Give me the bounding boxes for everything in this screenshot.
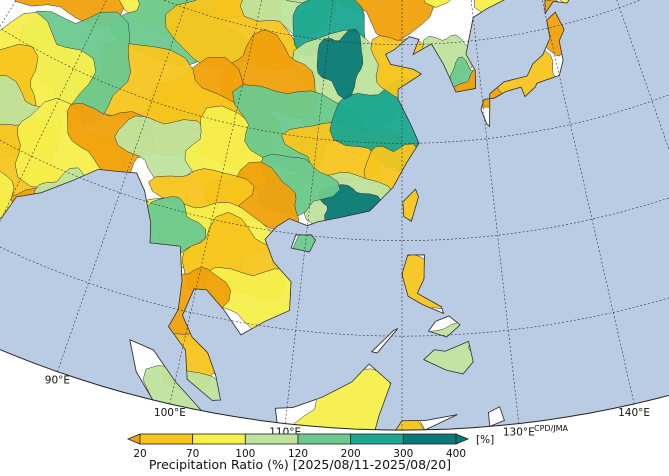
longitude-label-bottom: 140°E xyxy=(618,407,650,419)
legend-tick-label: 300 xyxy=(393,448,413,460)
legend-tick-label: 120 xyxy=(288,448,308,460)
legend-arrow-high xyxy=(455,433,470,445)
color-legend: 20 70 100 120 200 300 400 [%] xyxy=(126,433,494,460)
precipitation-ratio-map: 0°N0°N10°N10°N20°N20°N30°N30°N40°N40°N50… xyxy=(0,0,669,440)
longitude-label-bottom: 100°E xyxy=(154,407,186,419)
legend-tick-label: 200 xyxy=(341,448,361,460)
legend-title: Precipitation Ratio (%) [2025/08/11-2025… xyxy=(148,457,452,472)
legend-color-segment xyxy=(297,433,352,445)
legend-tick-label: 100 xyxy=(235,448,255,460)
graticule xyxy=(0,0,669,431)
legend-color-segment xyxy=(402,433,457,445)
legend-color-segment xyxy=(350,433,404,445)
legend-unit-label: [%] xyxy=(476,434,494,446)
longitude-label-bottom: 130°E xyxy=(503,427,535,439)
credit-label: CPD/JMA xyxy=(534,424,568,433)
legend-arrow-low xyxy=(126,433,141,445)
legend-tick-label: 70 xyxy=(186,448,199,460)
legend-color-segment xyxy=(244,433,299,445)
longitude-label-bottom: 90°E xyxy=(45,375,70,387)
legend-tick-label: 400 xyxy=(446,448,466,460)
legend-color-segment xyxy=(192,433,246,445)
legend-tick-label: 20 xyxy=(133,448,146,460)
legend-color-segment xyxy=(139,433,194,445)
map-frame xyxy=(0,349,669,431)
